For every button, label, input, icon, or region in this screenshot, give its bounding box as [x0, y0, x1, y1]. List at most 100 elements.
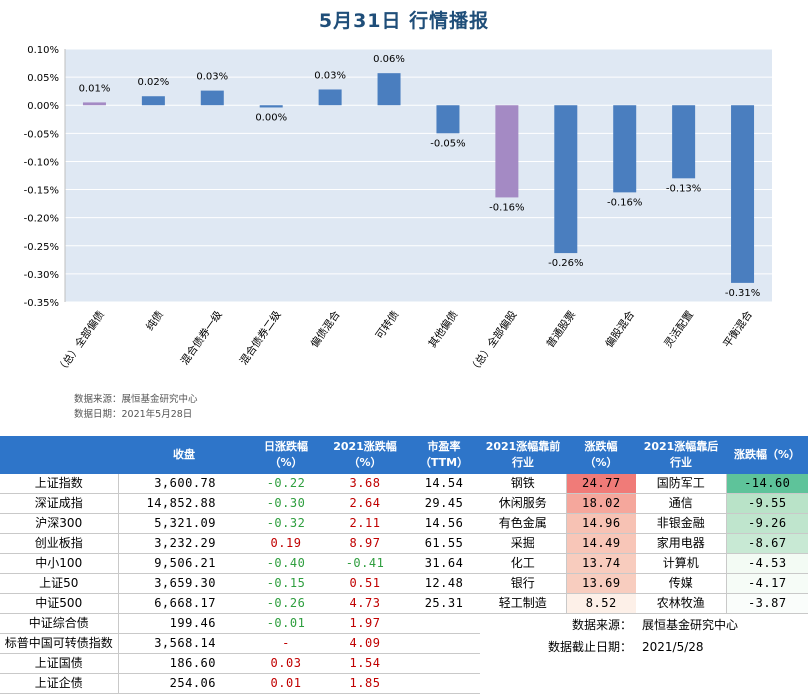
pe-value: 14.54 [408, 474, 480, 494]
data-label: 0.01% [79, 83, 111, 94]
table-row: 深证成指 14,852.88 -0.30 2.64 29.45 [0, 493, 480, 514]
plot-area [65, 49, 772, 302]
day-change-value: 0.03 [250, 653, 322, 674]
pe-value: 14.56 [408, 513, 480, 534]
top-industry-name: 休闲服务 [480, 493, 567, 514]
data-label: 0.03% [314, 70, 346, 81]
page-title: 5月31日 行情播报 [318, 10, 490, 32]
bar [82, 102, 106, 106]
day-change-value: -0.32 [250, 513, 322, 534]
header-bottom-industry: 2021涨幅靠后 行业 [636, 436, 726, 474]
day-change-value: -0.22 [250, 474, 322, 494]
table-row: 轻工制造 8.52 农林牧渔 -3.87 [480, 593, 808, 614]
top-industry-change: 14.49 [566, 533, 636, 554]
bottom-industry-name: 计算机 [636, 553, 727, 574]
day-change-value: -0.15 [250, 573, 322, 594]
industry-source-value: 展恒基金研究中心 [642, 617, 739, 632]
close-value: 14,852.88 [118, 493, 250, 514]
index-name: 上证指数 [0, 474, 119, 494]
data-label: 0.00% [255, 112, 287, 123]
bar [731, 105, 755, 283]
pe-value [408, 633, 480, 654]
ytd-change-value: 1.54 [322, 653, 408, 674]
ytd-change-value: 4.73 [322, 593, 408, 614]
bottom-industry-change: -3.87 [726, 593, 808, 614]
index-name: 沪深300 [0, 513, 119, 534]
data-label: -0.26% [548, 258, 583, 269]
top-industry-name: 化工 [480, 553, 567, 574]
table-row: 采掘 14.49 家用电器 -8.67 [480, 533, 808, 554]
pe-value: 12.48 [408, 573, 480, 594]
close-value: 254.06 [118, 673, 250, 694]
y-tick-label: -0.15% [24, 186, 59, 197]
top-industry-change: 13.69 [566, 573, 636, 594]
header-ytd-change: 2021涨跌幅 （%） [322, 436, 408, 474]
x-tick-label: 其他偏债 [426, 308, 461, 350]
close-value: 3,232.29 [118, 533, 250, 554]
bar [495, 105, 519, 198]
bar [141, 96, 165, 106]
x-tick-label: 混合债券二级 [237, 308, 284, 367]
top-industry-change: 24.77 [566, 474, 636, 494]
index-name: 标普中国可转债指数 [0, 633, 119, 654]
data-label: -0.13% [666, 183, 701, 194]
day-change-value: - [250, 633, 322, 654]
bottom-industry-name: 传媒 [636, 573, 727, 594]
table-row: 上证企债 254.06 0.01 1.85 [0, 673, 480, 694]
bottom-industry-change: -14.60 [726, 474, 808, 494]
top-industry-name: 钢铁 [480, 474, 567, 494]
top-industry-name: 轻工制造 [480, 593, 567, 614]
x-tick-label: （总）全部偏债 [54, 308, 107, 376]
header-name [0, 436, 118, 474]
header-top-industry: 2021涨幅靠前 行业 [480, 436, 566, 474]
y-tick-label: -0.20% [24, 214, 59, 225]
table-row: 创业板指 3,232.29 0.19 8.97 61.55 [0, 533, 480, 554]
data-label: 0.02% [137, 77, 169, 88]
table-row: 标普中国可转债指数 3,568.14-4.09 [0, 633, 480, 654]
index-name: 中小100 [0, 553, 119, 574]
x-tick-label: 平衡混合 [720, 308, 755, 350]
day-change-value: 0.01 [250, 673, 322, 694]
bottom-industry-name: 家用电器 [636, 533, 727, 554]
bottom-industry-name: 农林牧渔 [636, 593, 727, 614]
table-row: 中小100 9,506.21 -0.40 -0.41 31.64 [0, 553, 480, 574]
index-name: 深证成指 [0, 493, 119, 514]
header-pe: 市盈率 （TTM） [408, 436, 480, 474]
ytd-change-value: 4.09 [322, 633, 408, 654]
bottom-industry-change: -8.67 [726, 533, 808, 554]
pe-value [408, 673, 480, 694]
table-row: 沪深300 5,321.09 -0.32 2.11 14.56 [0, 513, 480, 534]
bottom-industry-change: -4.53 [726, 553, 808, 574]
bar [259, 105, 283, 108]
x-tick-label: （总）全部偏股 [467, 308, 520, 376]
table-row: 上证国债 186.60 0.03 1.54 [0, 653, 480, 674]
table-row: 上证50 3,659.30 -0.15 0.51 12.48 [0, 573, 480, 594]
index-table-header: 收盘 日涨跌幅 （%） 2021涨跌幅 （%） 市盈率 （TTM） [0, 436, 480, 474]
index-name: 创业板指 [0, 533, 119, 554]
industry-source-row: 数据来源： 展恒基金研究中心 [480, 614, 808, 637]
industry-date-label: 数据截止日期： [547, 639, 632, 654]
close-value: 3,568.14 [118, 633, 250, 654]
pe-value: 25.31 [408, 593, 480, 614]
pe-value: 29.45 [408, 493, 480, 514]
top-industry-change: 14.96 [566, 513, 636, 534]
bottom-industry-name: 国防军工 [636, 474, 727, 494]
industry-date-value: 2021/5/28 [642, 639, 704, 654]
bar [613, 105, 637, 193]
industry-table: 2021涨幅靠前 行业 涨跌幅 （%） 2021涨幅靠后 行业 涨跌幅（%） 钢铁 24… [480, 436, 808, 658]
header-day-change: 日涨跌幅 （%） [250, 436, 322, 474]
data-label: -0.31% [725, 288, 760, 299]
day-change-value: -0.01 [250, 613, 322, 634]
day-change-value: -0.30 [250, 493, 322, 514]
top-industry-change: 13.74 [566, 553, 636, 574]
table-row: 休闲服务 18.02 通信 -9.55 [480, 493, 808, 514]
y-tick-label: 0.00% [27, 101, 59, 112]
data-label: 0.06% [373, 54, 405, 65]
table-row: 化工 13.74 计算机 -4.53 [480, 553, 808, 574]
bottom-industry-change: -9.55 [726, 493, 808, 514]
data-label: 0.03% [196, 72, 228, 83]
table-row: 银行 13.69 传媒 -4.17 [480, 573, 808, 594]
index-name: 上证国债 [0, 653, 119, 674]
ytd-change-value: 2.11 [322, 513, 408, 534]
industry-source-label: 数据来源： [571, 617, 632, 632]
